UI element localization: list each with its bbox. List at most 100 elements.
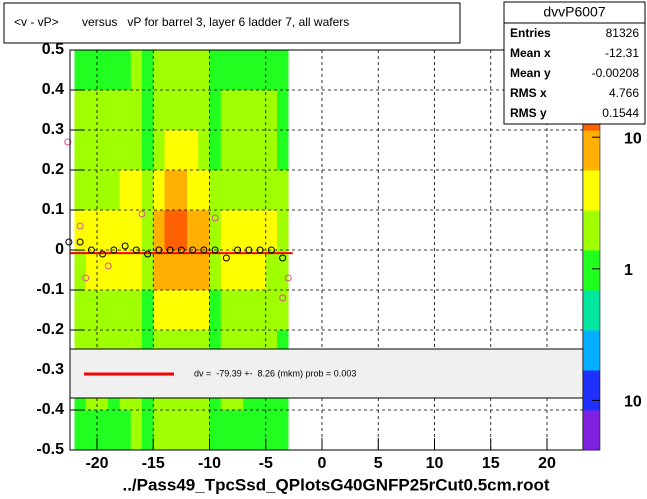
profile-marker xyxy=(284,274,292,282)
color-bar-step xyxy=(583,190,600,198)
color-bar-step xyxy=(583,156,600,164)
y-tick-label: -0.3 xyxy=(36,361,64,378)
heat-cell xyxy=(130,410,143,451)
heat-cell xyxy=(277,290,289,331)
heat-cell xyxy=(243,50,255,91)
stats-value: 81326 xyxy=(606,26,640,40)
color-bar-step xyxy=(583,416,600,424)
profile-marker xyxy=(144,250,152,258)
color-bar-step xyxy=(583,363,600,371)
heat-cell xyxy=(142,210,154,251)
heat-cell xyxy=(277,250,289,291)
heat-cell xyxy=(265,50,278,91)
heat-cell xyxy=(142,290,154,331)
heat-cell xyxy=(85,50,98,91)
x-tick-label: 5 xyxy=(374,455,383,472)
color-bar-step xyxy=(583,256,600,264)
heat-cell xyxy=(243,250,255,291)
y-tick-label: -0.1 xyxy=(36,281,64,298)
x-tick-label: -20 xyxy=(85,455,108,472)
heat-cell xyxy=(277,410,289,451)
heat-cell xyxy=(198,90,210,131)
heat-cell xyxy=(277,170,289,211)
heat-cell xyxy=(209,90,222,131)
heat-cell xyxy=(175,410,188,451)
heat-cell xyxy=(232,250,244,291)
heat-cell xyxy=(209,170,222,211)
heat-cell xyxy=(97,250,109,291)
heat-cell xyxy=(108,130,120,171)
color-bar-step xyxy=(583,196,600,204)
profile-marker xyxy=(166,246,174,254)
heat-cell xyxy=(97,210,109,251)
profile-marker xyxy=(189,246,197,254)
heat-cell xyxy=(85,210,98,251)
heat-cell xyxy=(220,290,233,331)
color-bar-step xyxy=(583,183,600,191)
heat-cell xyxy=(198,50,210,91)
heat-cell xyxy=(85,90,98,131)
heat-cell xyxy=(243,130,255,171)
heat-cell xyxy=(119,90,132,131)
heat-cell xyxy=(119,410,132,451)
color-bar-step xyxy=(583,176,600,184)
z-tick-label: 10 xyxy=(624,394,642,411)
x-tick-label: 0 xyxy=(318,455,327,472)
heat-cell xyxy=(209,130,222,171)
heat-cell xyxy=(175,130,188,171)
heat-cell xyxy=(153,210,165,251)
color-bar-step xyxy=(583,250,600,258)
color-bar-step xyxy=(583,163,600,171)
profile-marker xyxy=(200,246,208,254)
x-tick-label: -15 xyxy=(142,455,165,472)
heat-cell xyxy=(254,210,267,251)
color-bar-step xyxy=(583,263,600,271)
profile-marker xyxy=(256,246,264,254)
profile-marker xyxy=(121,242,129,250)
heat-cell xyxy=(142,410,154,451)
heat-cell xyxy=(254,130,267,171)
heat-cell xyxy=(209,290,222,331)
color-bar-step xyxy=(583,123,600,131)
color-bar-step xyxy=(583,310,600,318)
heat-cell xyxy=(232,290,244,331)
heat-cell xyxy=(119,130,132,171)
heat-cell xyxy=(164,50,177,91)
profile-marker xyxy=(64,138,72,146)
heat-cell xyxy=(153,250,165,291)
legend-label: dv = -79.39 +- 8.26 (mkm) prob = 0.003 xyxy=(194,368,356,378)
heat-cell xyxy=(74,130,87,171)
heat-cell xyxy=(198,250,210,291)
y-tick-label: 0.4 xyxy=(42,81,64,98)
heat-cell xyxy=(74,50,87,91)
heat-cell xyxy=(254,290,267,331)
profile-marker xyxy=(234,246,242,254)
y-tick-label: 0.1 xyxy=(42,201,64,218)
stats-value: -12.31 xyxy=(605,46,639,60)
profile-marker xyxy=(76,238,84,246)
heat-cell xyxy=(243,170,255,211)
color-bar-step xyxy=(583,210,600,218)
heat-cell xyxy=(187,290,199,331)
heat-cell xyxy=(164,130,177,171)
heat-cell xyxy=(220,210,233,251)
heat-cell xyxy=(175,50,188,91)
heat-cell xyxy=(265,130,278,171)
heat-cell xyxy=(108,290,120,331)
heat-cell xyxy=(232,170,244,211)
heat-cell xyxy=(277,130,289,171)
color-bar-step xyxy=(583,436,600,444)
heat-cell xyxy=(175,250,188,291)
stats-box xyxy=(503,1,646,125)
heat-cell xyxy=(74,250,87,291)
heat-cell xyxy=(187,170,199,211)
y-tick-label: 0.2 xyxy=(42,161,64,178)
heat-cell xyxy=(220,130,233,171)
stats-label: RMS y xyxy=(510,106,547,120)
color-bar-step xyxy=(583,383,600,391)
heat-cell xyxy=(198,210,210,251)
heat-cell xyxy=(97,170,109,211)
heat-cell xyxy=(153,130,165,171)
heat-cell xyxy=(130,130,143,171)
heat-cell xyxy=(254,250,267,291)
